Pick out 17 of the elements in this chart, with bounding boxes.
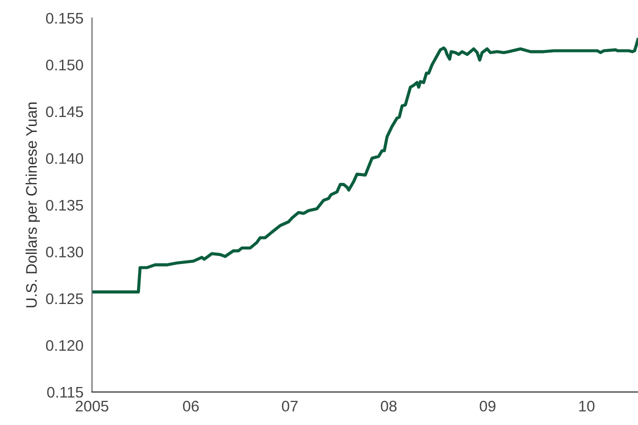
- y-tick-label: 0.130: [46, 246, 84, 258]
- x-tick-label: 09: [480, 400, 496, 412]
- y-tick-label: 0.140: [46, 153, 84, 164]
- y-tick-label: 0.115: [47, 386, 84, 398]
- line-series: [92, 38, 638, 294]
- y-axis-title: U.S. Dollars per Chinese Yuan: [26, 102, 40, 308]
- y-tick-label: 0.155: [46, 12, 84, 24]
- y-tick-label: 0.120: [46, 340, 84, 351]
- x-tick-label: 10: [579, 400, 594, 412]
- x-tick-label: 07: [282, 400, 298, 412]
- y-tick-label: 0.135: [46, 200, 84, 211]
- x-tick-label: 2005: [76, 400, 108, 412]
- x-tick-label: 08: [380, 400, 397, 412]
- x-tick-label: 06: [183, 400, 199, 412]
- y-tick-label: 0.150: [46, 60, 84, 70]
- y-tick-label: 0.145: [46, 106, 84, 118]
- y-tick-label: 0.125: [46, 293, 84, 304]
